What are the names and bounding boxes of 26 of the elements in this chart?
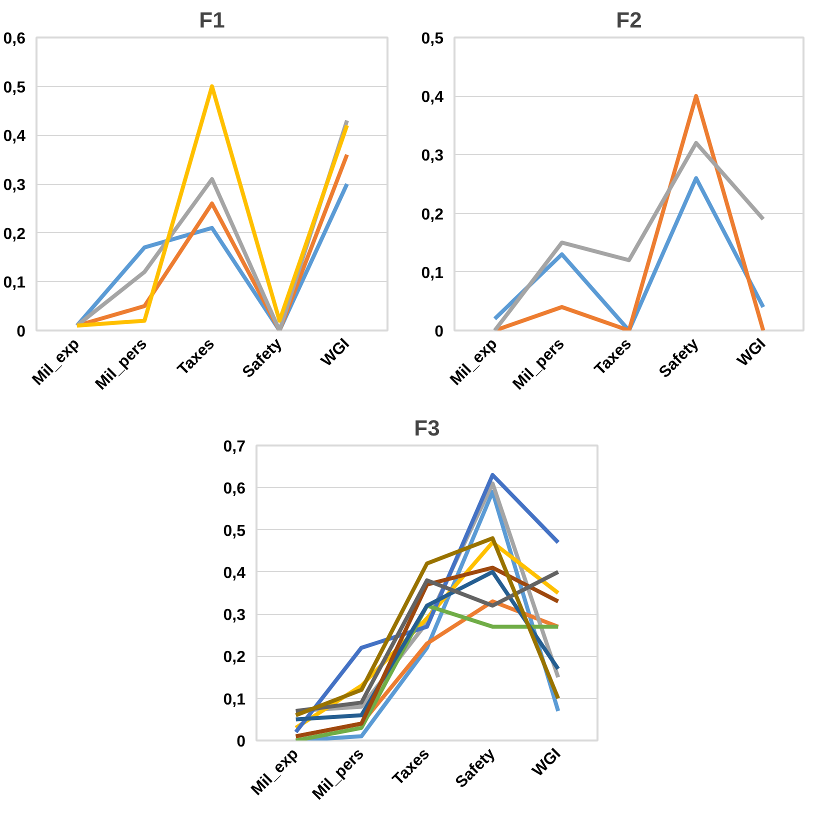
- line-series: [75, 84, 349, 328]
- y-tick-label: 0,4: [421, 89, 444, 106]
- y-tick-label: 0,4: [3, 128, 26, 146]
- y-tick-label: 0,6: [3, 30, 26, 48]
- y-tick-label: 0,2: [223, 649, 246, 666]
- line-series: [492, 140, 766, 330]
- y-tick-label: 0,6: [223, 480, 246, 498]
- y-tick-label: 0,1: [223, 691, 246, 708]
- y-tick-label: 0: [236, 734, 246, 750]
- y-tick-label: 0,3: [421, 148, 444, 165]
- y-tick-label: 0,3: [3, 177, 26, 194]
- y-tick-label: 0,2: [421, 206, 444, 224]
- y-tick-label: 0,1: [421, 264, 444, 282]
- chart-title: F1: [199, 8, 225, 32]
- y-tick-label: 0,2: [3, 226, 26, 243]
- y-tick-label: 0,4: [223, 564, 246, 582]
- y-tick-label: 0,5: [223, 522, 246, 540]
- y-tick-label: 0: [434, 324, 444, 340]
- y-tick-label: 0,3: [223, 607, 246, 624]
- y-tick-label: 0,7: [223, 438, 246, 456]
- chart-title: F2: [616, 8, 642, 32]
- y-tick-label: 0,1: [3, 274, 26, 292]
- y-tick-label: 0: [16, 324, 26, 340]
- y-tick-label: 0,5: [3, 79, 26, 96]
- y-tick-label: 0,5: [421, 30, 444, 48]
- chart-title: F3: [414, 416, 440, 440]
